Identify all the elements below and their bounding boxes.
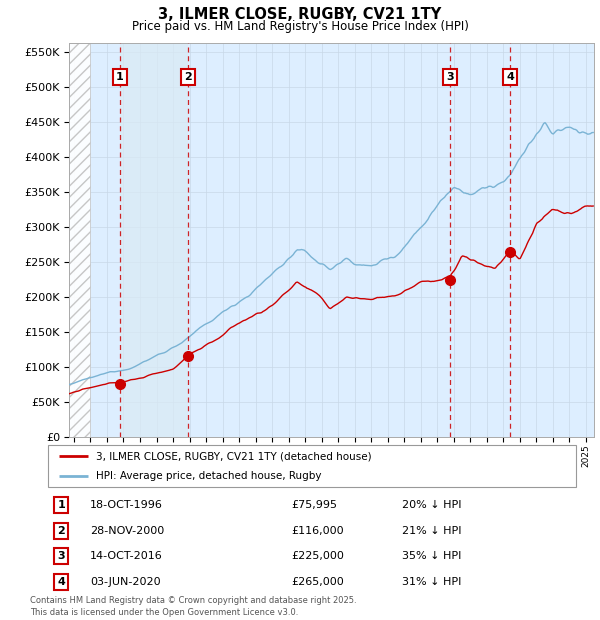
Text: 3: 3 xyxy=(446,72,454,82)
Text: 2: 2 xyxy=(58,526,65,536)
Bar xyxy=(120,43,188,437)
Text: 21% ↓ HPI: 21% ↓ HPI xyxy=(402,526,461,536)
Text: 1: 1 xyxy=(116,72,124,82)
Text: 2: 2 xyxy=(184,72,192,82)
Text: 4: 4 xyxy=(506,72,514,82)
Bar xyxy=(69,43,91,437)
Text: 14-OCT-2016: 14-OCT-2016 xyxy=(90,551,163,561)
Text: 03-JUN-2020: 03-JUN-2020 xyxy=(90,577,161,587)
Text: 31% ↓ HPI: 31% ↓ HPI xyxy=(402,577,461,587)
Text: £265,000: £265,000 xyxy=(291,577,344,587)
Text: 20% ↓ HPI: 20% ↓ HPI xyxy=(402,500,461,510)
Text: 1: 1 xyxy=(58,500,65,510)
Text: 3, ILMER CLOSE, RUGBY, CV21 1TY (detached house): 3, ILMER CLOSE, RUGBY, CV21 1TY (detache… xyxy=(95,451,371,461)
Text: £116,000: £116,000 xyxy=(291,526,344,536)
Text: Contains HM Land Registry data © Crown copyright and database right 2025.: Contains HM Land Registry data © Crown c… xyxy=(30,596,356,606)
Text: 18-OCT-1996: 18-OCT-1996 xyxy=(90,500,163,510)
Text: HPI: Average price, detached house, Rugby: HPI: Average price, detached house, Rugb… xyxy=(95,471,321,481)
Text: 3: 3 xyxy=(58,551,65,561)
Text: £225,000: £225,000 xyxy=(291,551,344,561)
Text: 3, ILMER CLOSE, RUGBY, CV21 1TY: 3, ILMER CLOSE, RUGBY, CV21 1TY xyxy=(158,7,442,22)
Text: Price paid vs. HM Land Registry's House Price Index (HPI): Price paid vs. HM Land Registry's House … xyxy=(131,20,469,33)
Text: £75,995: £75,995 xyxy=(291,500,337,510)
Text: 35% ↓ HPI: 35% ↓ HPI xyxy=(402,551,461,561)
Text: 28-NOV-2000: 28-NOV-2000 xyxy=(90,526,164,536)
Text: 4: 4 xyxy=(57,577,65,587)
Text: This data is licensed under the Open Government Licence v3.0.: This data is licensed under the Open Gov… xyxy=(30,608,298,617)
